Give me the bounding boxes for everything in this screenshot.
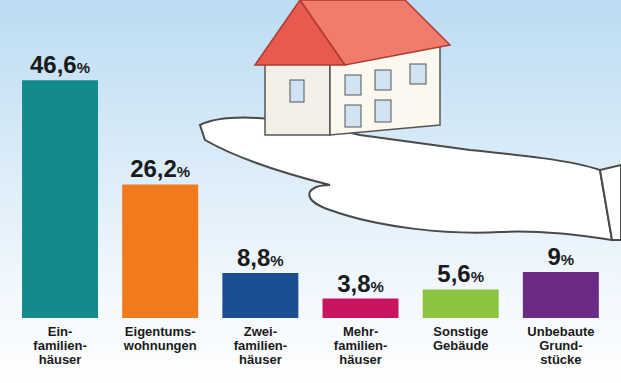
svg-text:Ein-familien-häuser: Ein-familien-häuser (33, 324, 86, 367)
svg-text:46,6%: 46,6% (30, 51, 90, 78)
svg-text:Mehr-familien-häuser: Mehr-familien-häuser (334, 324, 387, 367)
svg-text:9%: 9% (548, 243, 575, 270)
svg-text:Eigentums-wohnungen: Eigentums-wohnungen (123, 324, 197, 353)
svg-text:UnbebauteGrund-stücke: UnbebauteGrund-stücke (527, 324, 594, 367)
svg-text:26,2%: 26,2% (130, 155, 190, 182)
svg-text:SonstigeGebäude: SonstigeGebäude (433, 324, 489, 353)
svg-text:5,6%: 5,6% (437, 260, 484, 287)
svg-text:8,8%: 8,8% (237, 244, 284, 271)
svg-text:Zwei-familien-häuser: Zwei-familien-häuser (234, 324, 287, 367)
svg-text:3,8%: 3,8% (337, 270, 384, 297)
